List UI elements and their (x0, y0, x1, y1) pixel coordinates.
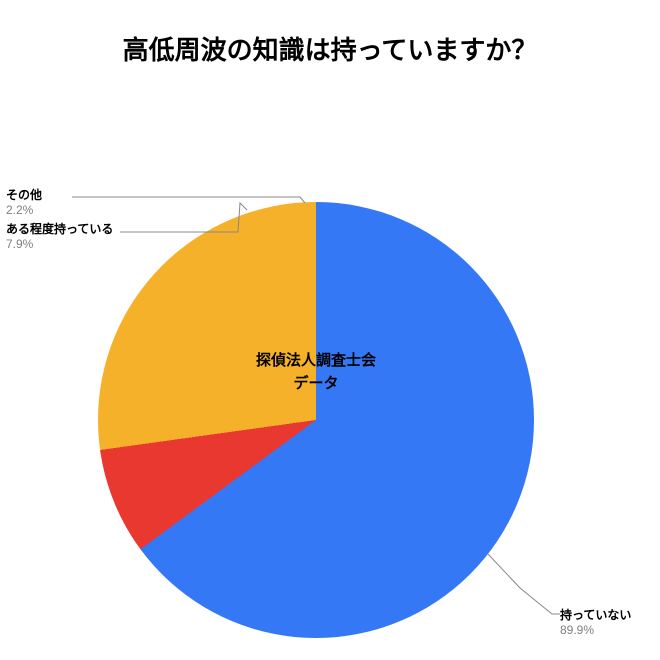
chart-center-label: 探偵法人調査士会 データ (236, 350, 396, 395)
center-line-1: 探偵法人調査士会 (236, 350, 396, 373)
legend-item-percent: 2.2% (6, 203, 42, 218)
legend-item-name: ある程度持っている (6, 222, 113, 237)
legend-item-percent: 7.9% (6, 237, 113, 252)
legend-item-name: その他 (6, 188, 42, 203)
legend-item: その他2.2% (6, 188, 42, 218)
callout-line (120, 203, 247, 232)
callout-line (72, 197, 305, 203)
legend-item: ある程度持っている7.9% (6, 222, 113, 252)
center-line-2: データ (236, 373, 396, 396)
pie-chart: その他2.2% ある程度持っている7.9% 持っていない89.9% 探偵法人調査士会… (0, 0, 660, 660)
legend-item-percent: 89.9% (560, 623, 631, 638)
callout-line (488, 554, 560, 614)
legend-item-name: 持っていない (560, 608, 631, 623)
legend-item: 持っていない89.9% (560, 608, 631, 638)
callout-lines (0, 0, 660, 660)
